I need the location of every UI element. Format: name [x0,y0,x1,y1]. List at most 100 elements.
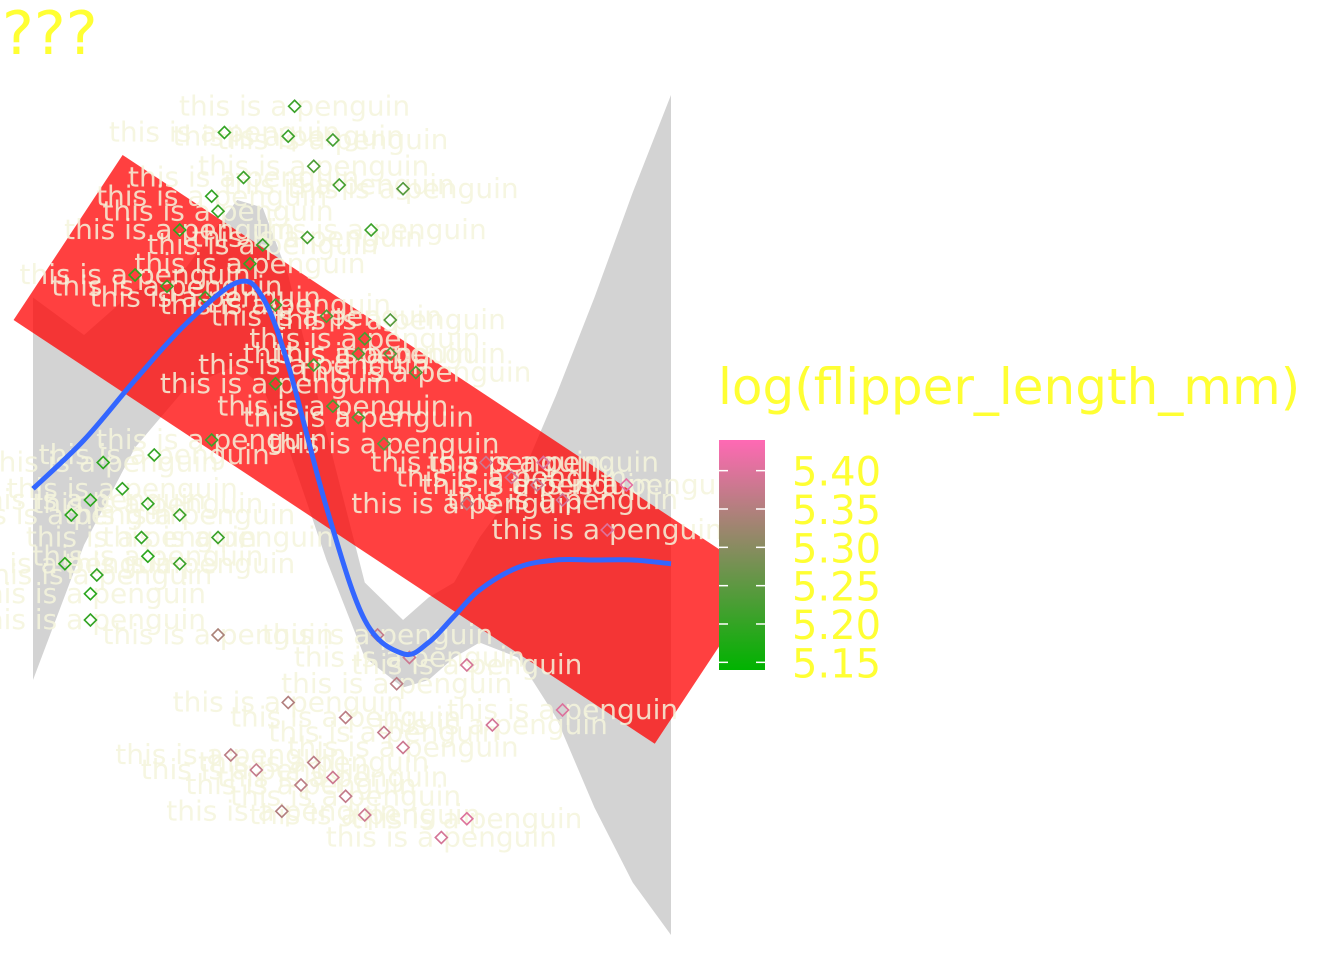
data-point [459,811,474,826]
point-label: this is a penguin [262,618,493,651]
data-point [332,177,347,193]
red-band [13,154,764,744]
point-label: this is a penguin [192,221,423,254]
legend-tick-label: 5.40 [792,450,881,496]
data-point [236,170,251,185]
data-point [459,657,474,673]
data-point [408,365,423,380]
point-label: this is a penguin [0,603,206,636]
data-point [64,507,79,523]
point-label: this is a penguin [64,498,295,531]
point-label: this is a penguin [166,794,397,827]
point-label: this is a penguin [326,821,557,854]
data-point [281,129,296,144]
point-label: this is a penguin [511,468,742,501]
data-point [306,159,321,174]
data-point [351,346,366,361]
data-point [274,804,289,819]
data-point [376,436,392,451]
point-label: this is a penguin [370,446,601,479]
data-point [83,492,98,508]
data-point [325,399,340,414]
point-label: this is a penguin [0,558,212,591]
point-label: this is a penguin [428,446,659,479]
data-point [325,770,340,785]
point-label: this is a penguin [447,483,678,516]
data-point [459,496,474,511]
chart-title: ??? [2,0,98,69]
legend-tick-label: 5.20 [792,603,881,649]
data-point [619,477,634,493]
point-label: this is a penguin [179,89,410,122]
data-point [159,279,175,294]
point-label: this is a penguin [447,693,678,726]
point-label: this is a penguin [134,247,365,280]
point-label: this is a penguin [96,423,327,456]
data-point [338,710,353,725]
data-point [172,507,187,523]
point-label: this is a penguin [198,746,429,779]
point-label: this is a penguin [185,768,416,801]
point-label: this is a penguin [211,299,442,332]
legend-tick-label: 5.30 [792,526,881,572]
data-point [268,297,283,313]
point-label: this is a penguin [287,172,518,205]
data-point [357,331,372,346]
data-point [395,181,411,196]
data-point [140,496,155,511]
data-point [529,477,545,493]
data-point [172,222,187,238]
data-point [127,267,143,283]
point-label: this is a penguin [217,761,448,794]
data-point [300,230,315,245]
data-point [210,204,226,219]
data-point [172,556,187,571]
point-label: this is a penguin [102,618,333,651]
data-point [376,725,392,740]
data-point [351,410,366,425]
data-point [217,125,232,140]
point-label: this is a penguin [217,389,448,422]
legend-tick-label: 5.15 [792,641,881,687]
data-point [383,346,398,361]
data-point [555,492,570,508]
data-point [383,312,398,328]
data-point [478,455,494,470]
data-point [306,357,321,373]
point-label: this is a penguin [32,539,263,572]
data-point [325,132,340,148]
data-point [338,789,353,804]
data-point [287,99,302,114]
legend-tick-label: 5.35 [792,488,881,534]
point-label: this is a penguin [224,168,455,201]
point-label: this is a penguin [20,258,251,291]
data-point [96,455,111,470]
data-point [319,309,334,324]
data-point [210,530,226,545]
data-point [485,717,500,733]
point-label: this is a penguin [26,521,257,554]
point-label: this is a penguin [51,269,282,302]
point-label: this is a penguin [147,228,378,261]
data-point [536,455,551,470]
point-label: this is a penguin [173,686,404,719]
data-point [57,556,73,571]
data-point [147,447,162,463]
data-point [555,702,570,718]
point-label: this is a penguin [275,337,506,370]
data-point [140,549,155,564]
data-point [293,777,309,793]
point-label: this is a penguin [351,648,582,681]
point-label: this is a penguin [281,667,512,700]
point-label: this is a penguin [249,798,480,831]
data-point [204,189,219,204]
data-point [395,740,411,755]
data-point [281,695,296,710]
point-label: this is a penguin [115,738,346,771]
data-point [249,762,264,778]
point-label: this is a penguin [141,753,372,786]
legend-title: log(flipper_length_mm) [718,358,1301,416]
point-label: this is a penguin [32,487,263,520]
point-label: this is a penguin [198,149,429,182]
